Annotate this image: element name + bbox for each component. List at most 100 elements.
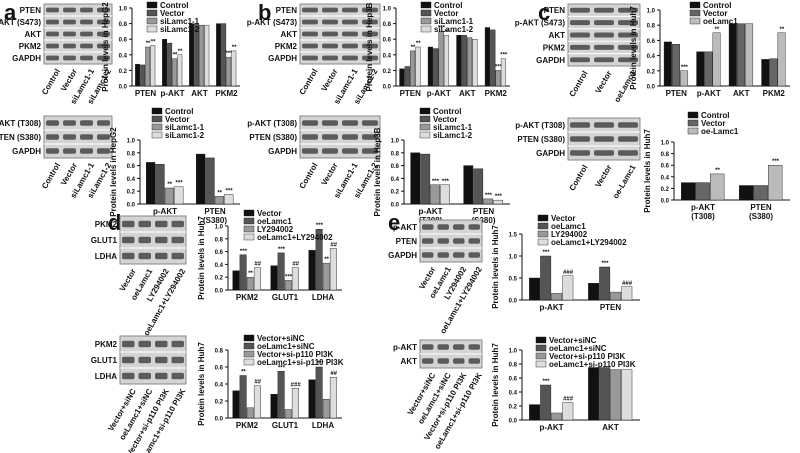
bar [410,50,416,87]
blot-row-label: p-AKT (T308) [247,119,297,128]
blot-band [570,122,590,128]
bar [621,369,633,421]
significance-mark: *** [176,181,184,187]
bar [745,23,754,87]
blot-band [171,372,184,380]
significance-mark: ** [241,370,246,376]
blot-band [570,44,590,50]
bar [490,29,496,87]
bar [315,228,323,291]
significance-mark: ** [411,45,416,51]
blot-band [46,55,59,61]
blot-band [362,43,378,49]
bar [529,404,541,421]
bar [443,35,450,87]
y-tick-label: 0.6 [391,164,400,170]
legend-label: Control [701,111,729,120]
significance-mark: *** [495,194,503,200]
significance-mark: ** [324,257,329,263]
significance-mark: ## [330,242,337,248]
blot-band [422,224,434,230]
x-tick-label: PKM2 [215,89,238,98]
bar [239,375,247,419]
legend-swatch [419,131,431,139]
y-tick-label: 0.2 [215,276,224,282]
blot-band [155,340,168,348]
blot-band [302,31,318,37]
blot-row-label: PKM2 [95,220,118,229]
blot-band [618,20,638,26]
y-tick-label: 0.0 [383,85,392,91]
blot-band [97,31,110,37]
significance-mark: *** [278,247,286,253]
legend-swatch [420,25,432,33]
bar [495,70,501,87]
legend-swatch [420,1,432,9]
blot-band [594,44,614,50]
x-tick-label: p-AKT(T308) [691,203,715,221]
y-tick-label: 1.0 [383,7,392,13]
x-tick-label: AKT [602,423,619,432]
blot-row-label: PTEN [544,6,566,15]
bar [753,185,768,201]
y-tick-label: 0.8 [661,152,670,158]
bar [562,275,574,301]
y-axis-label: Protein levels in HepG2 [109,127,118,217]
blot-band [80,31,93,37]
blot-band [342,148,358,154]
bar [430,184,441,205]
y-tick-label: 0.0 [215,417,224,423]
bar [599,367,611,421]
blot-band [97,148,110,154]
y-tick-label: 0.6 [661,164,670,170]
bar [216,23,222,87]
y-tick-label: 0.6 [119,38,128,44]
y-tick-label: 0.8 [509,363,518,369]
blot-band [63,19,76,25]
y-tick-label: 0.4 [215,383,224,389]
blot-row-label: p-AKT (S473) [515,19,566,28]
bar [322,262,330,291]
significance-mark: ** [715,27,720,33]
significance-mark: ** [167,182,172,188]
blot-band [63,134,76,140]
significance-mark: *** [278,365,286,371]
legend-swatch [537,230,549,238]
bar [308,250,316,291]
bar [253,267,261,291]
y-tick-label: 0.8 [215,349,224,355]
legend-swatch [537,238,549,246]
blot-band [437,224,449,230]
x-tick-label: PKM2 [236,293,259,302]
y-tick-label: 0.0 [215,289,224,295]
blot-band [342,55,358,61]
blot-band [63,120,76,126]
bar [680,70,689,87]
blot-row-label: PTEN (S380) [517,135,565,144]
blot-band [342,43,358,49]
x-tick-label: PTEN [135,89,157,98]
blot-band [342,31,358,37]
bar [315,366,323,419]
significance-mark: ** [217,190,222,196]
bar [500,58,507,87]
bar [284,409,292,419]
y-tick-label: 0.8 [127,151,136,157]
blot-band [618,57,638,63]
legend-label: Control [160,1,188,10]
blot-band [155,372,168,380]
bar [410,152,421,205]
blot-band [453,252,465,258]
legend-swatch [689,17,701,25]
x-tick-label: PKM2 [763,89,786,98]
legend-swatch [689,9,701,17]
y-tick-label: 0.0 [119,85,128,91]
y-tick-label: 0.4 [119,53,128,59]
blot-row-label: LDHA [95,372,117,381]
bar [769,58,778,87]
blot-band [322,43,338,49]
legend-swatch [243,350,255,358]
significance-mark: ** [715,168,720,174]
bar [728,23,737,87]
